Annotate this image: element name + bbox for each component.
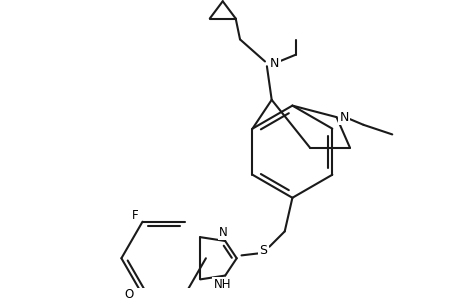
Text: N: N <box>269 57 279 70</box>
Text: NH: NH <box>213 278 230 291</box>
Text: S: S <box>259 244 267 257</box>
Text: N: N <box>339 111 348 124</box>
Text: F: F <box>131 209 138 222</box>
Text: O: O <box>124 288 134 300</box>
Text: N: N <box>218 226 227 239</box>
